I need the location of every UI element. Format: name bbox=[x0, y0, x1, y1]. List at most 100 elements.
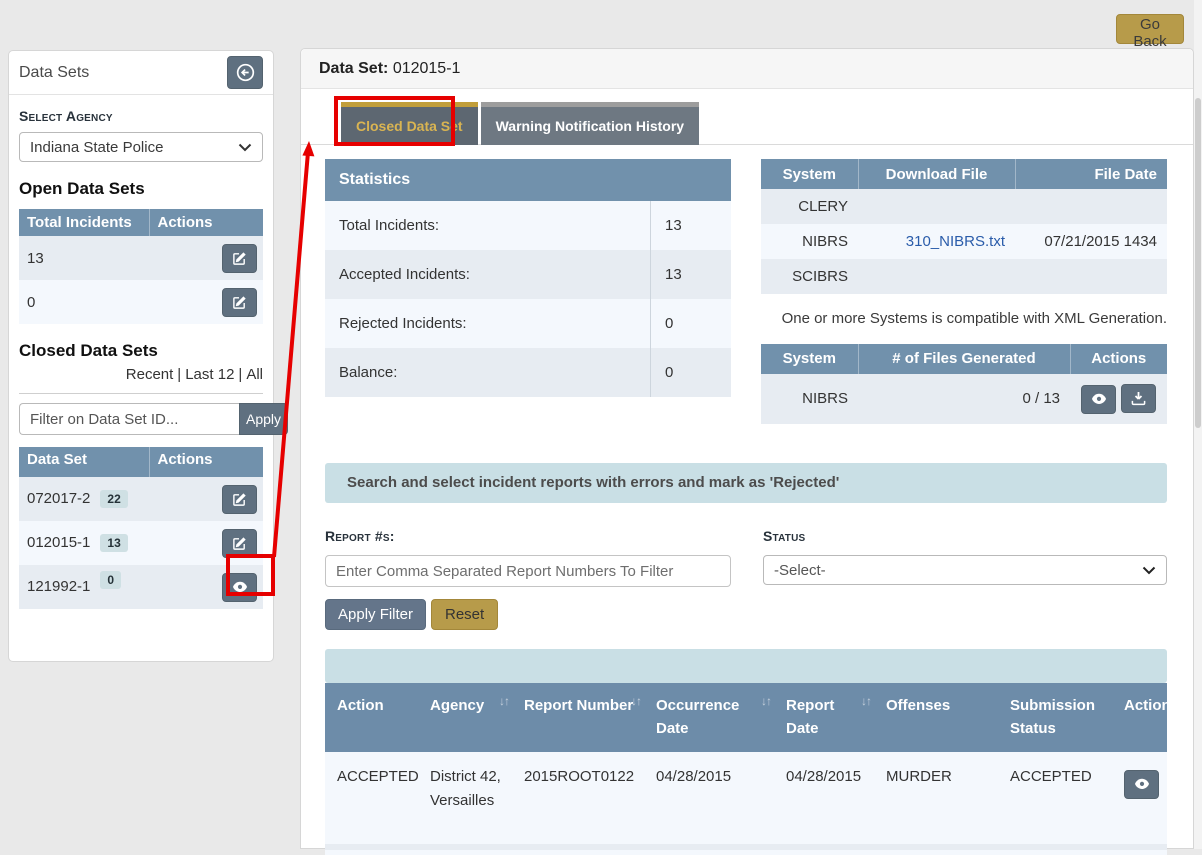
status-select[interactable]: -Select- bbox=[763, 555, 1167, 585]
link-recent[interactable]: Recent bbox=[125, 366, 174, 383]
reject-instructions-banner: Search and select incident reports with … bbox=[325, 463, 1167, 503]
open-row-total: 0 bbox=[19, 280, 149, 324]
incident-count-badge: 22 bbox=[100, 490, 128, 508]
select-agency-label: Select Agency bbox=[19, 108, 113, 124]
edit-open-dataset-button[interactable] bbox=[222, 243, 257, 273]
incident-offenses: MURDER bbox=[874, 751, 998, 855]
dataset-header-value: 012015-1 bbox=[392, 60, 461, 77]
download-generated-files-button[interactable] bbox=[1120, 383, 1156, 413]
collapse-sidebar-button[interactable] bbox=[227, 56, 263, 89]
col-header-report-number[interactable]: Report Number ↓↑ bbox=[512, 683, 644, 752]
closed-datasets-filter-links: Recent | Last 12 | All bbox=[19, 366, 263, 383]
table-row: 13 bbox=[19, 236, 263, 280]
dataset-header-label: Data Set: bbox=[319, 60, 389, 77]
incident-count-badge: 0 bbox=[100, 571, 122, 589]
incident-submission-status: ACCEPTED bbox=[998, 751, 1112, 855]
col-header-label: Report Number bbox=[524, 697, 634, 714]
table-row: NIBRS 0 / 13 bbox=[761, 373, 1167, 424]
apply-filter-button[interactable]: Apply Filter bbox=[325, 599, 427, 630]
tab-label: Warning Notification History bbox=[495, 118, 685, 134]
files-header-date: File Date bbox=[1015, 159, 1167, 189]
stat-row: Total Incidents: 13 bbox=[325, 201, 731, 250]
download-file bbox=[858, 259, 1015, 294]
edit-closed-dataset-button-highlighted[interactable] bbox=[222, 528, 257, 558]
stat-value: 13 bbox=[650, 201, 731, 250]
stat-value: 13 bbox=[650, 250, 731, 299]
col-header-label: Agency bbox=[430, 697, 485, 714]
xml-compatibility-note: One or more Systems is compatible with X… bbox=[781, 310, 1167, 327]
table-row: CLERY bbox=[761, 189, 1167, 224]
sort-icon[interactable]: ↓↑ bbox=[861, 694, 872, 708]
download-file-link[interactable]: 310_NIBRS.txt bbox=[905, 233, 1005, 250]
files-generated-count: 0 / 13 bbox=[858, 373, 1070, 424]
col-header-action: Action bbox=[325, 683, 418, 752]
edit-pencil-icon bbox=[232, 295, 247, 310]
sort-icon[interactable]: ↓↑ bbox=[761, 694, 772, 708]
dataset-id-filter-input[interactable] bbox=[19, 403, 239, 435]
divider bbox=[19, 393, 263, 394]
link-last-12[interactable]: Last 12 bbox=[185, 366, 235, 383]
dataset-id: 012015-1 bbox=[27, 534, 91, 551]
col-header-occurrence-date[interactable]: Occurrence Date ↓↑ bbox=[644, 683, 774, 752]
reset-button[interactable]: Reset bbox=[431, 599, 499, 630]
eye-icon bbox=[1091, 393, 1107, 406]
edit-closed-dataset-button[interactable] bbox=[222, 484, 257, 514]
table-row: NIBRS 310_NIBRS.txt 07/21/2015 1434 bbox=[761, 224, 1167, 259]
col-header-label: Offenses bbox=[886, 697, 951, 714]
dataset-detail-panel: Data Set: 012015-1 Closed Data Set Warni… bbox=[300, 48, 1194, 855]
tab-bar: Closed Data Set Warning Notification His… bbox=[301, 102, 1193, 145]
sidebar-header: Data Sets bbox=[9, 51, 273, 95]
report-numbers-input[interactable] bbox=[325, 555, 731, 587]
apply-dataset-filter-button[interactable]: Apply bbox=[239, 403, 289, 435]
col-header-submission-status: Submission Status bbox=[998, 683, 1112, 752]
stat-label: Balance: bbox=[339, 364, 398, 381]
closed-datasets-table: Data Set Actions 072017-2 22 012015-1 13 1… bbox=[19, 447, 263, 609]
chevron-down-icon bbox=[238, 139, 252, 156]
download-file bbox=[858, 189, 1015, 224]
statistics-title: Statistics bbox=[325, 159, 731, 201]
arrow-circle-left-icon bbox=[236, 63, 255, 82]
closed-table-header-dataset: Data Set bbox=[19, 447, 150, 477]
edit-pencil-icon bbox=[232, 251, 247, 266]
scrollbar-thumb[interactable] bbox=[1195, 98, 1201, 428]
col-header-label: Report Date bbox=[786, 697, 835, 738]
stat-label: Total Incidents: bbox=[339, 217, 440, 234]
link-all[interactable]: All bbox=[246, 366, 263, 383]
sort-icon[interactable]: ↓↑ bbox=[499, 694, 510, 708]
file-date bbox=[1015, 259, 1167, 294]
incident-occurrence-date: 04/28/2015 bbox=[644, 751, 774, 855]
go-back-button[interactable]: Go Back bbox=[1116, 14, 1184, 50]
view-closed-dataset-button[interactable] bbox=[222, 572, 257, 602]
stat-label: Rejected Incidents: bbox=[339, 315, 467, 332]
closed-table-header-actions: Actions bbox=[149, 447, 263, 477]
open-table-header-total: Total Incidents bbox=[19, 209, 150, 236]
tab-warning-notification-history[interactable]: Warning Notification History bbox=[480, 102, 700, 145]
incident-row: ACCEPTED District 42, Versailles 2015ROO… bbox=[325, 751, 1167, 855]
chevron-down-icon bbox=[1142, 562, 1156, 579]
sort-icon[interactable]: ↓↑ bbox=[631, 694, 642, 708]
page-scrollbar[interactable] bbox=[1194, 0, 1202, 849]
download-icon bbox=[1131, 391, 1146, 406]
table-row: 072017-2 22 bbox=[19, 477, 263, 521]
statistics-panel: Statistics Total Incidents: 13 Accepted … bbox=[325, 159, 731, 397]
status-select-value: -Select- bbox=[774, 561, 826, 579]
view-incident-button[interactable] bbox=[1124, 769, 1159, 799]
file-date bbox=[1015, 189, 1167, 224]
col-header-label: Actions bbox=[1124, 697, 1180, 714]
table-row: 121992-1 0 bbox=[19, 565, 263, 609]
view-generated-files-button[interactable] bbox=[1081, 384, 1117, 414]
edit-open-dataset-button[interactable] bbox=[222, 287, 257, 317]
table-row: 012015-1 13 bbox=[19, 521, 263, 565]
agency-select[interactable]: Indiana State Police bbox=[19, 132, 263, 162]
edit-pencil-icon bbox=[232, 492, 247, 507]
sidebar-title: Data Sets bbox=[19, 63, 90, 81]
col-header-report-date[interactable]: Report Date ↓↑ bbox=[774, 683, 874, 752]
gen-header-system: System bbox=[761, 343, 859, 374]
eye-icon bbox=[1134, 778, 1150, 791]
col-header-label: Action bbox=[337, 697, 384, 714]
col-header-agency[interactable]: Agency ↓↑ bbox=[418, 683, 512, 752]
col-header-actions: Actions bbox=[1112, 683, 1179, 752]
files-header-system: System bbox=[761, 159, 859, 189]
datasets-sidebar-panel: Data Sets Select Agency Indiana State Po… bbox=[8, 50, 289, 662]
tab-closed-data-set[interactable]: Closed Data Set bbox=[341, 102, 478, 145]
